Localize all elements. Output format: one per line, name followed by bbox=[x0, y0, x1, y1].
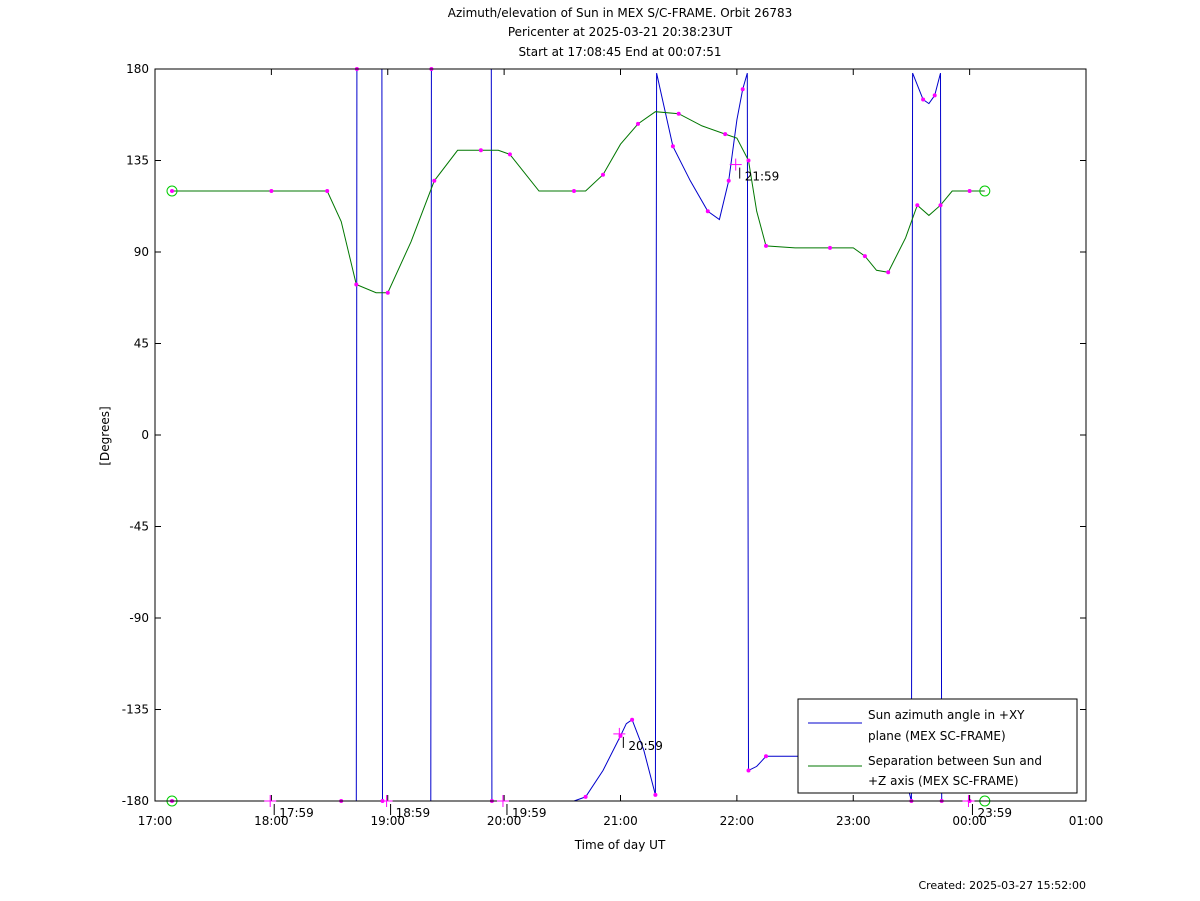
y-tick-label: -135 bbox=[122, 703, 149, 717]
sample-point bbox=[886, 270, 891, 275]
sample-point bbox=[740, 87, 745, 92]
sample-point bbox=[764, 243, 768, 248]
chart-title-line-3: Start at 17:08:45 End at 00:07:51 bbox=[518, 45, 721, 59]
legend-label-separation-line-1: Separation between Sun and bbox=[868, 754, 1042, 768]
sample-point bbox=[726, 178, 731, 183]
y-tick-label: -45 bbox=[129, 520, 149, 534]
sample-point bbox=[915, 203, 920, 208]
sample-point bbox=[630, 717, 635, 722]
x-tick-label: 23:00 bbox=[836, 814, 871, 828]
series-line-1 bbox=[172, 111, 985, 294]
sample-point bbox=[967, 189, 972, 193]
sample-point bbox=[676, 111, 681, 116]
sample-point bbox=[572, 189, 576, 193]
y-tick-label: 90 bbox=[134, 245, 149, 259]
sample-point bbox=[507, 152, 512, 157]
sample-point bbox=[583, 794, 588, 799]
sample-point bbox=[764, 754, 768, 759]
y-tick-label: 135 bbox=[126, 154, 149, 168]
y-tick-label: 180 bbox=[126, 62, 149, 76]
sample-point bbox=[921, 97, 926, 102]
x-tick-label: 01:00 bbox=[1069, 814, 1104, 828]
sample-point bbox=[746, 158, 751, 163]
annotation-label: 19:59 bbox=[512, 806, 547, 820]
sample-point bbox=[432, 178, 437, 183]
sample-point bbox=[746, 768, 751, 773]
sample-point bbox=[670, 144, 675, 149]
sample-point bbox=[862, 254, 867, 259]
created-footer: Created: 2025-03-27 15:52:00 bbox=[918, 879, 1086, 892]
legend-box bbox=[797, 698, 1078, 794]
x-tick-label: 17:00 bbox=[138, 814, 173, 828]
plot-area: 17:00 18:00 19:00 20:00 21:00 22:00 23:00 00:00… bbox=[122, 62, 1104, 828]
annotation-label: 17:59 bbox=[279, 806, 314, 820]
annotation-label: 23:59 bbox=[977, 806, 1012, 820]
x-tick-label: 00:00 bbox=[952, 814, 987, 828]
x-tick-label: 22:00 bbox=[720, 814, 755, 828]
sample-point bbox=[601, 172, 605, 177]
endpoint-marker bbox=[979, 185, 991, 197]
annotation-label: 20:59 bbox=[628, 739, 663, 753]
sample-point bbox=[478, 148, 483, 153]
sample-point bbox=[653, 792, 658, 797]
y-tick-label: -90 bbox=[129, 611, 149, 625]
y-tick-label: 45 bbox=[134, 337, 149, 351]
y-tick-label: 0 bbox=[141, 428, 149, 442]
annotation-label: 21:59 bbox=[745, 170, 780, 184]
sample-point bbox=[723, 132, 728, 137]
sample-point bbox=[636, 121, 640, 126]
sample-point bbox=[385, 290, 390, 295]
legend: Sun azimuth angle in +XY plane (MEX SC-F… bbox=[797, 698, 1078, 794]
plot-frame bbox=[154, 68, 1087, 802]
chart-title-line-1: Azimuth/elevation of Sun in MEX S/C-FRAM… bbox=[448, 6, 793, 20]
sample-point bbox=[170, 189, 174, 193]
legend-label-azimuth-line-2: plane (MEX SC-FRAME) bbox=[868, 729, 1006, 743]
sample-point bbox=[325, 189, 330, 193]
sample-point bbox=[269, 189, 274, 193]
endpoint-marker bbox=[166, 185, 178, 197]
legend-label-azimuth-line-1: Sun azimuth angle in +XY bbox=[868, 708, 1025, 722]
sample-point bbox=[705, 209, 710, 214]
x-tick-label: 18:00 bbox=[254, 814, 289, 828]
x-tick-label: 20:00 bbox=[487, 814, 522, 828]
series-line-0 bbox=[172, 69, 985, 801]
y-axis-label: [Degrees] bbox=[98, 406, 112, 465]
x-tick-label: 19:00 bbox=[370, 814, 405, 828]
annotation-label: 18:59 bbox=[396, 806, 431, 820]
sample-point bbox=[938, 203, 943, 208]
y-tick-label: -180 bbox=[122, 794, 149, 808]
chart-title-line-2: Pericenter at 2025-03-21 20:38:23UT bbox=[508, 25, 733, 39]
sample-point bbox=[354, 282, 359, 287]
x-tick-label: 21:00 bbox=[603, 814, 638, 828]
x-axis-label: Time of day UT bbox=[574, 838, 666, 852]
sample-point bbox=[828, 245, 832, 250]
sample-point bbox=[932, 93, 937, 98]
legend-label-separation-line-2: +Z axis (MEX SC-FRAME) bbox=[868, 774, 1019, 788]
